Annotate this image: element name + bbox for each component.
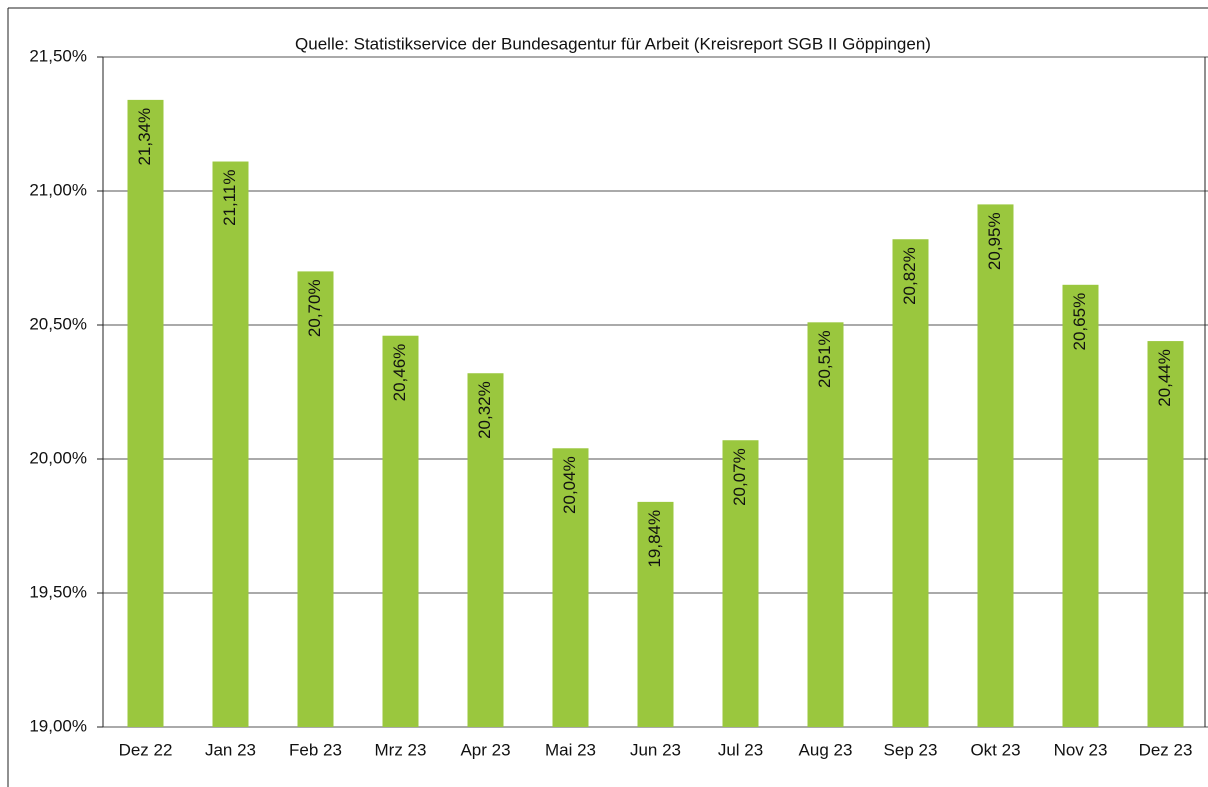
x-tick-label: Sep 23 (884, 740, 938, 759)
value-label: 20,46% (390, 344, 409, 402)
y-tick-label: 21,50% (29, 46, 87, 65)
value-label: 20,04% (560, 456, 579, 514)
x-tick-label: Dez 23 (1139, 740, 1193, 759)
x-tick-label: Jul 23 (718, 740, 763, 759)
x-tick-label: Dez 22 (119, 740, 173, 759)
value-label: 20,70% (305, 279, 324, 337)
bar (892, 239, 929, 728)
value-label: 21,11% (220, 170, 239, 226)
x-tick-label: Nov 23 (1054, 740, 1108, 759)
x-tick-label: Okt 23 (970, 740, 1020, 759)
x-tick-label: Jan 23 (205, 740, 256, 759)
bar (127, 99, 164, 727)
value-label: 20,82% (900, 247, 919, 305)
value-label: 20,44% (1155, 349, 1174, 407)
bar (467, 373, 504, 727)
x-tick-label: Jun 23 (630, 740, 681, 759)
bar (1062, 284, 1099, 727)
y-tick-label: 20,00% (29, 448, 87, 467)
y-tick-label: 21,00% (29, 180, 87, 199)
value-label: 20,32% (475, 381, 494, 439)
value-label: 20,07% (730, 448, 749, 506)
bar (807, 322, 844, 727)
bar (297, 271, 334, 727)
x-tick-label: Apr 23 (460, 740, 510, 759)
bar (722, 440, 759, 727)
x-tick-label: Aug 23 (799, 740, 853, 759)
bar (1147, 341, 1184, 727)
chart-title: Quelle: Statistikservice der Bundesagent… (295, 34, 931, 53)
y-tick-label: 20,50% (29, 314, 87, 333)
value-label: 19,84% (645, 510, 664, 568)
y-tick-label: 19,00% (29, 716, 87, 735)
x-tick-label: Mai 23 (545, 740, 596, 759)
y-tick-label: 19,50% (29, 582, 87, 601)
bar (212, 161, 249, 727)
bar (637, 501, 674, 727)
value-label: 20,95% (985, 212, 1004, 270)
bar (382, 335, 419, 727)
bar (977, 204, 1014, 727)
bar (552, 448, 589, 727)
value-label: 20,51% (815, 330, 834, 388)
x-tick-label: Mrz 23 (375, 740, 427, 759)
value-label: 21,34% (135, 108, 154, 166)
x-tick-label: Feb 23 (289, 740, 342, 759)
value-label: 20,65% (1070, 293, 1089, 351)
